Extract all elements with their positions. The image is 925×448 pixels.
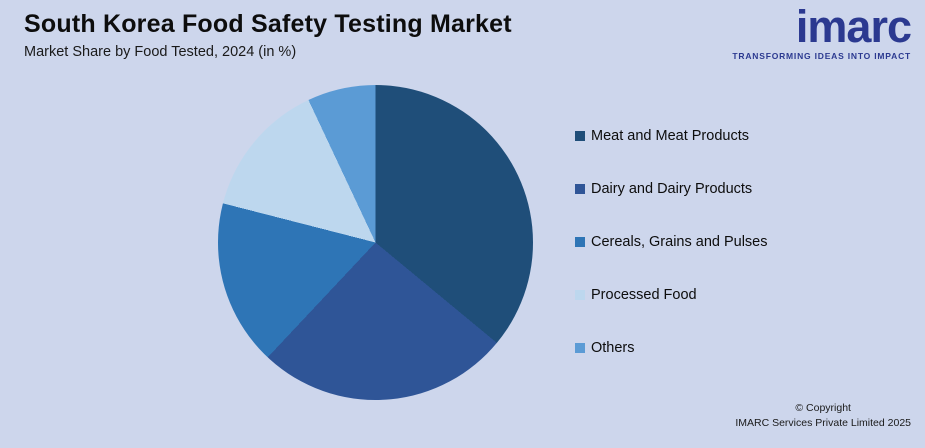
page-title: South Korea Food Safety Testing Market: [24, 10, 512, 38]
legend-marker: [575, 343, 585, 353]
legend: Meat and Meat Products Dairy and Dairy Pr…: [575, 128, 768, 356]
imarc-logo-tagline: TRANSFORMING IDEAS INTO IMPACT: [732, 51, 911, 61]
legend-marker: [575, 237, 585, 247]
imarc-logo-wordmark: imarc: [795, 1, 912, 52]
legend-label: Processed Food: [591, 287, 697, 303]
legend-marker: [575, 131, 585, 141]
legend-item: Meat and Meat Products: [575, 128, 768, 144]
copyright-line1: © Copyright: [795, 401, 851, 414]
legend-item: Processed Food: [575, 287, 768, 303]
legend-marker: [575, 184, 585, 194]
legend-label: Cereals, Grains and Pulses: [591, 234, 768, 250]
legend-item: Cereals, Grains and Pulses: [575, 234, 768, 250]
copyright-line2: IMARC Services Private Limited 2025: [735, 417, 911, 430]
legend-label: Meat and Meat Products: [591, 128, 749, 144]
legend-item: Others: [575, 340, 768, 356]
legend-label: Dairy and Dairy Products: [591, 181, 753, 197]
copyright-footer: © Copyright IMARC Services Private Limit…: [735, 401, 911, 433]
imarc-logo: imarc TRANSFORMING IDEAS INTO IMPACT: [732, 1, 912, 61]
legend-label: Others: [591, 340, 635, 356]
legend-marker: [575, 290, 585, 300]
page-subtitle: Market Share by Food Tested, 2024 (in %): [24, 44, 297, 60]
pie-chart: [218, 85, 533, 400]
legend-item: Dairy and Dairy Products: [575, 181, 768, 197]
